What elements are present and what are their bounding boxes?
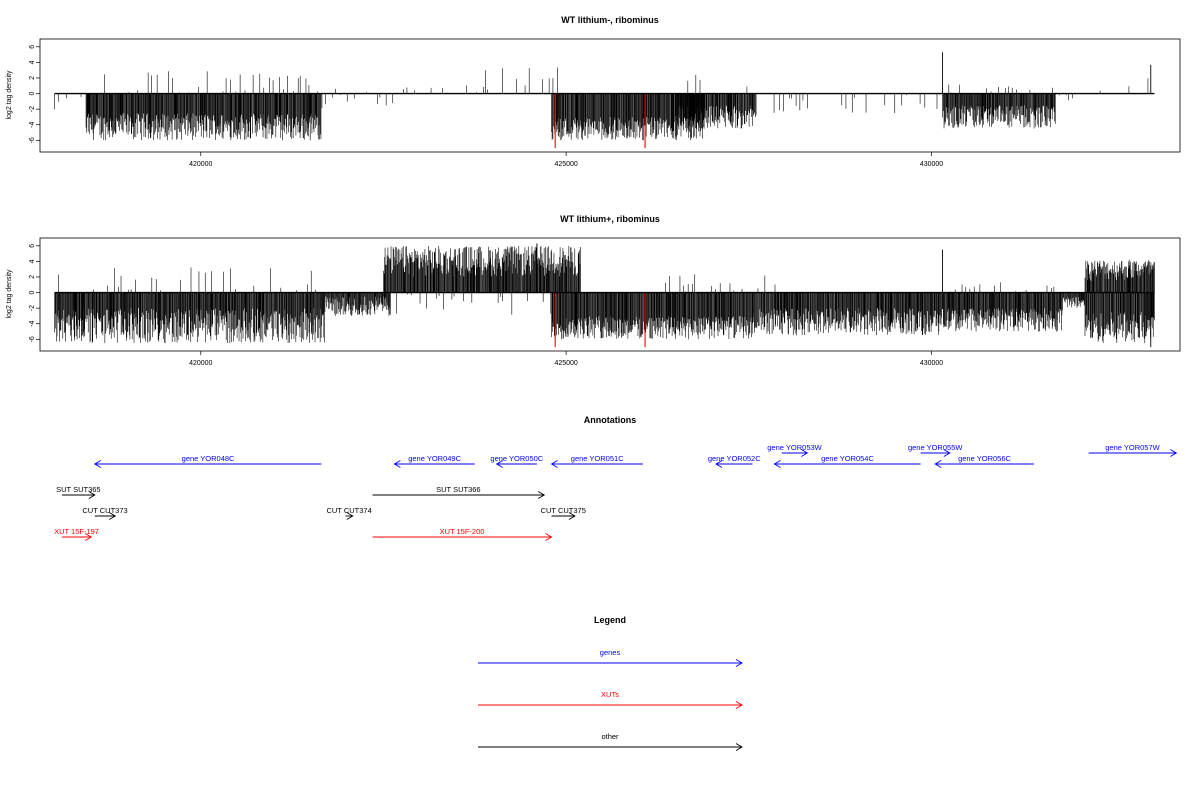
annotations-panel: Annotations gene YOR048C gene YOR049C gene… (54, 415, 1178, 541)
annotation-xut-arrow: XUT 15F-200 (372, 527, 553, 541)
annotation-label: SUT SUT365 (56, 485, 100, 494)
annotation-xut-arrow: XUT 15F-197 (54, 527, 99, 541)
annotation-other-arrow: SUT SUT365 (56, 485, 101, 499)
y-axis-label: log2 tag density (6, 70, 13, 120)
annotation-gene-arrow: gene YOR056C (934, 454, 1034, 468)
annotation-label: gene YOR051C (571, 454, 624, 463)
x-tick-label: 420000 (189, 360, 212, 367)
legend-label: genes (600, 648, 621, 657)
annotation-label: gene YOR055W (908, 443, 963, 452)
y-tick-label: -2 (29, 106, 36, 112)
y-tick-label: -2 (29, 305, 36, 311)
annotation-label: gene YOR048C (182, 454, 235, 463)
annotation-other-arrow: CUT CUT373 (82, 506, 128, 520)
legend-label: other (601, 732, 619, 741)
legend-label: XUTs (601, 690, 619, 699)
chart-panel-lithium-plus: WT lithium+, ribominus log2 tag density … (6, 214, 1181, 367)
x-tick-label: 430000 (920, 161, 943, 168)
annotation-gene-arrow: gene YOR051C (550, 454, 643, 468)
y-tick-label: 6 (29, 244, 36, 248)
annotations-title: Annotations (584, 415, 637, 425)
y-tick-label: 2 (29, 275, 36, 279)
legend-title: Legend (594, 615, 626, 625)
annotation-gene-arrow: gene YOR057W (1088, 443, 1178, 457)
x-tick-label: 425000 (554, 161, 577, 168)
y-tick-label: -6 (29, 336, 36, 342)
annotation-label: gene YOR057W (1105, 443, 1160, 452)
annotation-label: gene YOR056C (958, 454, 1011, 463)
annotation-tracks: gene YOR048C gene YOR049C gene YOR050C gene… (54, 443, 1178, 541)
annotation-label: CUT CUT373 (82, 506, 127, 515)
annotation-other-arrow: SUT SUT366 (372, 485, 546, 499)
annotation-gene-arrow: gene YOR054C (773, 454, 921, 468)
y-tick-label: -4 (29, 122, 36, 128)
annotation-gene-arrow: gene YOR050C (490, 454, 544, 468)
annotation-label: XUT 15F-197 (54, 527, 99, 536)
annotation-label: CUT CUT374 (326, 506, 371, 515)
legend-entries: genes XUTs other (478, 648, 743, 751)
plot-frame (39, 38, 1181, 153)
annotation-label: SUT SUT366 (436, 485, 480, 494)
data-bars (54, 52, 1155, 149)
axes: 6 4 2 0 -2 -4 -6 420000 425000 430000 (29, 45, 943, 168)
data-bars (54, 243, 1155, 348)
annotation-label: gene YOR050C (490, 454, 543, 463)
chart-title: WT lithium-, ribominus (561, 15, 659, 25)
annotation-gene-arrow: gene YOR052C (708, 454, 761, 468)
annotation-gene-arrow: gene YOR048C (93, 454, 322, 468)
y-axis-label: log2 tag density (6, 269, 13, 319)
y-tick-label: 4 (29, 259, 36, 263)
annotation-label: XUT 15F-200 (440, 527, 485, 536)
y-tick-label: 0 (29, 291, 36, 295)
x-tick-label: 420000 (189, 161, 212, 168)
annotation-other-arrow: CUT CUT375 (541, 506, 586, 520)
chart-title: WT lithium+, ribominus (560, 214, 660, 224)
x-tick-label: 425000 (554, 360, 577, 367)
axes: 6 4 2 0 -2 -4 -6 420000 425000 430000 (29, 244, 943, 367)
y-tick-label: -4 (29, 321, 36, 327)
annotation-gene-arrow: gene YOR049C (393, 454, 475, 468)
annotation-label: CUT CUT375 (541, 506, 586, 515)
y-tick-label: 0 (29, 92, 36, 96)
y-tick-label: -6 (29, 137, 36, 143)
y-tick-label: 6 (29, 45, 36, 49)
annotation-other-arrow: CUT CUT374 (326, 506, 372, 520)
plot-frame (39, 237, 1181, 352)
legend-gene-arrow: genes (478, 648, 743, 667)
annotation-label: gene YOR052C (708, 454, 761, 463)
legend-xut-arrow: XUTs (478, 690, 743, 709)
y-tick-label: 2 (29, 76, 36, 80)
annotation-label: gene YOR053W (767, 443, 822, 452)
annotation-gene-arrow: gene YOR055W (908, 443, 963, 457)
annotation-label: gene YOR054C (821, 454, 874, 463)
legend-panel: Legend genes XUTs other (478, 615, 743, 751)
annotation-label: gene YOR049C (408, 454, 461, 463)
chart-panel-lithium-minus: WT lithium-, ribominus log2 tag density … (6, 15, 1181, 168)
annotation-gene-arrow: gene YOR053W (767, 443, 823, 457)
legend-other-arrow: other (478, 732, 743, 751)
x-tick-label: 430000 (920, 360, 943, 367)
y-tick-label: 4 (29, 60, 36, 64)
